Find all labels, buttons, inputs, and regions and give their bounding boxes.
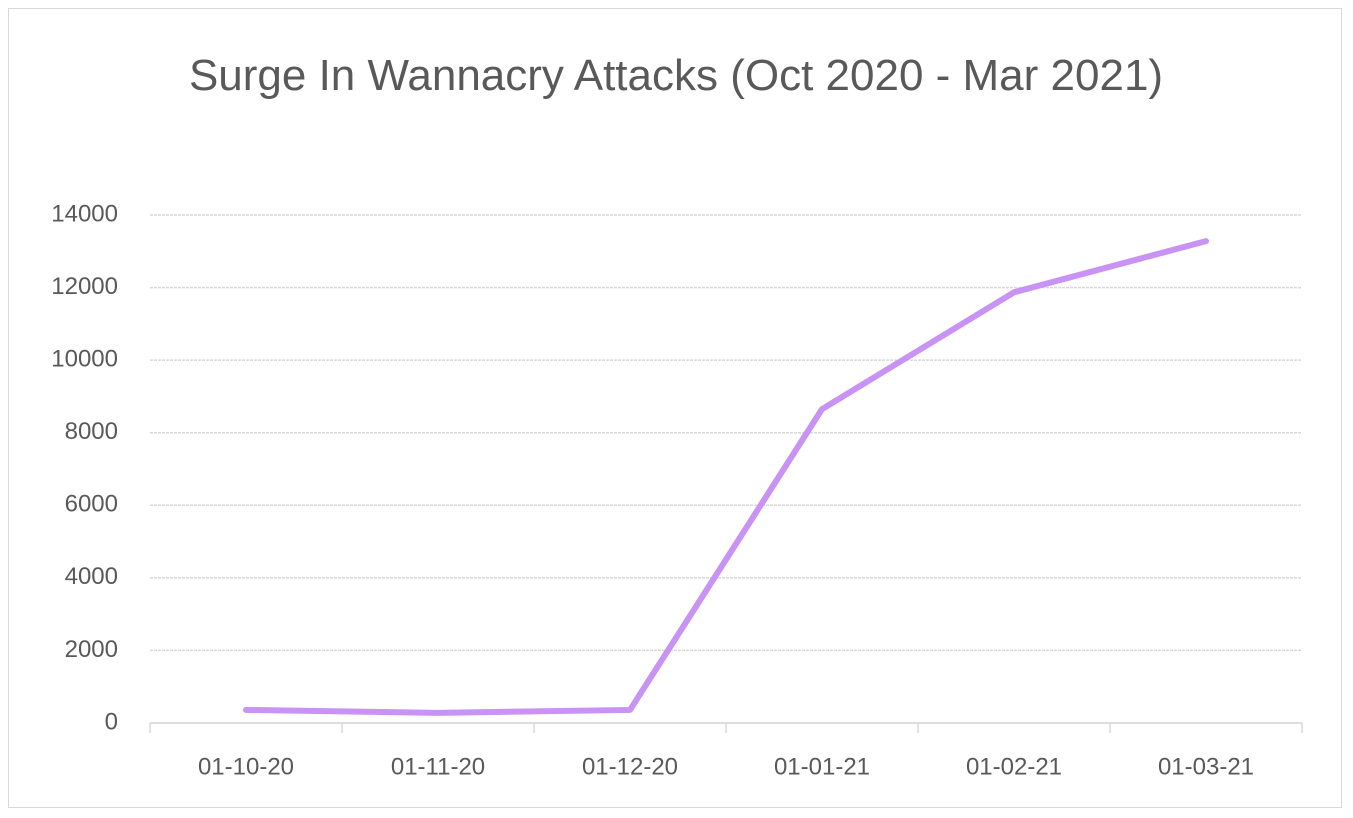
x-tick-label: 01-01-21 bbox=[774, 753, 870, 780]
y-tick-label: 0 bbox=[105, 708, 118, 735]
y-tick-label: 14000 bbox=[51, 200, 118, 227]
x-tick-label: 01-11-20 bbox=[391, 753, 485, 780]
y-tick-label: 10000 bbox=[51, 345, 118, 372]
chart-frame bbox=[8, 8, 1342, 808]
y-tick-label: 4000 bbox=[65, 563, 118, 590]
x-tick-label: 01-02-21 bbox=[966, 753, 1062, 780]
y-tick-label: 2000 bbox=[65, 636, 118, 663]
x-tick-label: 01-03-21 bbox=[1158, 753, 1254, 780]
y-tick-label: 6000 bbox=[65, 491, 118, 518]
y-tick-label: 8000 bbox=[65, 418, 118, 445]
x-tick-label: 01-10-20 bbox=[198, 753, 294, 780]
y-tick-label: 12000 bbox=[51, 273, 118, 300]
chart-title: Surge In Wannacry Attacks (Oct 2020 - Ma… bbox=[188, 51, 1164, 100]
x-tick-label: 01-12-20 bbox=[582, 753, 678, 780]
data-line bbox=[243, 238, 1209, 716]
